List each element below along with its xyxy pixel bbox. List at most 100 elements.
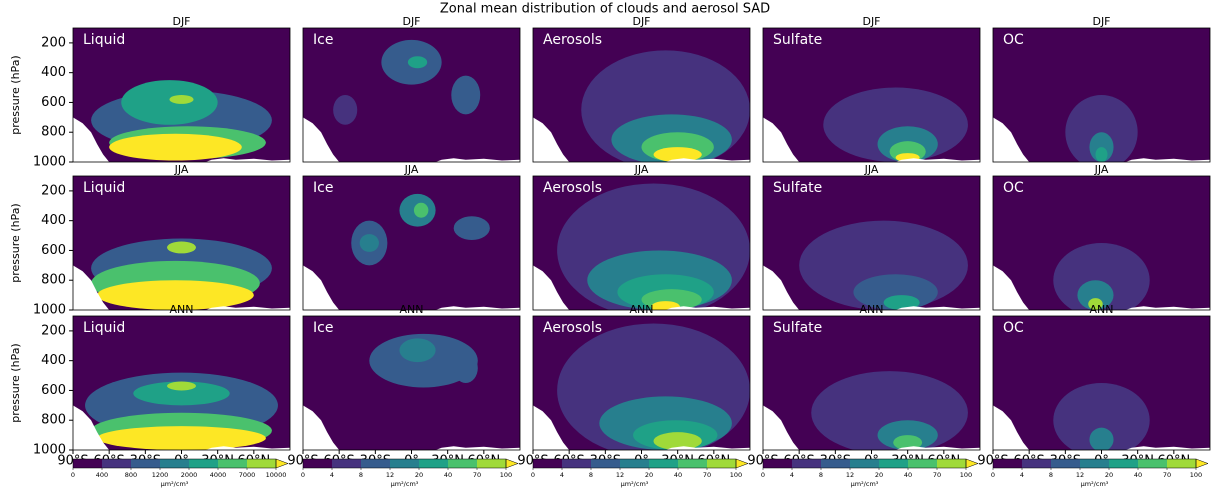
colorbar-tick-label: 8 xyxy=(819,471,823,479)
colorbar-tick-label: 8 xyxy=(359,471,363,479)
panel xyxy=(303,176,520,310)
colorbar-segment xyxy=(850,459,880,468)
contour-region xyxy=(169,95,194,104)
terrain xyxy=(303,117,520,162)
variable-label: Liquid xyxy=(83,320,125,336)
contour-region xyxy=(1077,280,1114,310)
contour-region xyxy=(167,381,196,391)
terrain xyxy=(73,265,290,310)
colorbar-segment xyxy=(247,459,277,468)
colorbar-segment xyxy=(1022,459,1052,468)
colorbar-segment xyxy=(1109,459,1139,468)
season-label: DJF xyxy=(862,15,880,28)
y-tick-label: 1000 xyxy=(33,303,66,318)
panel-frame xyxy=(532,175,751,311)
panel xyxy=(533,316,750,450)
colorbar-tick-label: 4 xyxy=(790,471,794,479)
colorbar-tick-label: 40 xyxy=(904,471,912,479)
terrain xyxy=(763,405,980,450)
y-tick-label: 400 xyxy=(41,213,66,228)
contour-region xyxy=(97,280,254,310)
colorbar-tick-label: 100 xyxy=(1190,471,1202,479)
season-label: ANN xyxy=(860,303,884,316)
colorbar-unit: μm²/cm³ xyxy=(161,480,189,488)
terrain xyxy=(993,117,1210,162)
contour-region xyxy=(653,432,702,450)
panel xyxy=(303,316,520,450)
season-label: JJA xyxy=(864,163,879,176)
colorbar-segment xyxy=(821,459,851,468)
variable-label: Ice xyxy=(313,180,333,196)
colorbar-frame xyxy=(302,458,507,469)
variable-label: Ice xyxy=(313,32,333,48)
colorbar-tick-label: 0 xyxy=(991,471,995,479)
colorbar-segment xyxy=(763,459,793,468)
y-tick-label: 600 xyxy=(41,95,66,110)
panel xyxy=(533,176,750,310)
colorbar-segment xyxy=(993,459,1023,468)
colorbar-frame xyxy=(72,458,277,469)
colorbar-frame xyxy=(532,458,737,469)
terrain xyxy=(533,265,750,310)
colorbar-tick-label: 12 xyxy=(616,471,624,479)
terrain xyxy=(993,265,1210,310)
colorbar-unit: μm²/cm³ xyxy=(391,480,419,488)
colorbar-tick-label: 10000 xyxy=(266,471,287,479)
colorbar-tick-label: 12 xyxy=(846,471,854,479)
colorbar-frame xyxy=(992,458,1197,469)
colorbar-extension xyxy=(275,458,289,469)
contour-region xyxy=(359,234,379,252)
contour-region xyxy=(453,216,490,241)
panel-frame xyxy=(302,27,521,163)
y-tick-label: 400 xyxy=(41,65,66,80)
colorbar-segment xyxy=(879,459,909,468)
contour-region xyxy=(1065,95,1138,162)
colorbar-segment xyxy=(620,459,650,468)
season-label: DJF xyxy=(632,15,650,28)
panel-frame xyxy=(762,27,981,163)
colorbar-extension xyxy=(965,458,979,469)
contour-region xyxy=(653,147,702,162)
colorbar-segment xyxy=(131,459,161,468)
panel xyxy=(993,316,1210,450)
season-label: JJA xyxy=(174,163,189,176)
contour-region xyxy=(883,295,920,310)
y-tick-label: 600 xyxy=(41,243,66,258)
colorbar-tick-label: 12 xyxy=(1076,471,1084,479)
colorbar-tick-label: 100 xyxy=(500,471,512,479)
variable-label: Sulfate xyxy=(773,32,822,48)
panel xyxy=(763,316,980,450)
colorbar-tick-label: 20 xyxy=(875,471,883,479)
colorbar-segment xyxy=(189,459,219,468)
variable-label: OC xyxy=(1003,180,1024,196)
contour-region xyxy=(453,353,478,383)
colorbar-unit: μm²/cm³ xyxy=(851,480,879,488)
contour-region xyxy=(399,338,436,363)
colorbar-tick-label: 0 xyxy=(71,471,75,479)
variable-label: OC xyxy=(1003,320,1024,336)
season-label: JJA xyxy=(404,163,419,176)
variable-label: OC xyxy=(1003,32,1024,48)
y-axis-label: pressure (hPa) xyxy=(9,343,22,422)
terrain xyxy=(73,405,290,450)
colorbar-tick-label: 4 xyxy=(560,471,564,479)
panel xyxy=(993,28,1210,162)
terrain xyxy=(993,405,1210,450)
colorbar-tick-label: 100 xyxy=(960,471,972,479)
colorbar-tick-label: 12 xyxy=(386,471,394,479)
colorbar-segment xyxy=(1080,459,1110,468)
contour-region xyxy=(1089,427,1114,450)
terrain xyxy=(763,117,980,162)
season-label: JJA xyxy=(1094,163,1109,176)
colorbar-segment xyxy=(562,459,592,468)
contour-region xyxy=(413,202,429,218)
contour-region xyxy=(1088,298,1103,310)
contour-region xyxy=(97,426,266,450)
colorbar-tick-label: 70 xyxy=(473,471,481,479)
contour-region xyxy=(407,56,428,69)
colorbar-tick-label: 2000 xyxy=(181,471,198,479)
colorbar-segment xyxy=(649,459,679,468)
contour-region xyxy=(1053,383,1150,450)
colorbar-tick-label: 4 xyxy=(330,471,334,479)
colorbar-tick-label: 20 xyxy=(415,471,423,479)
